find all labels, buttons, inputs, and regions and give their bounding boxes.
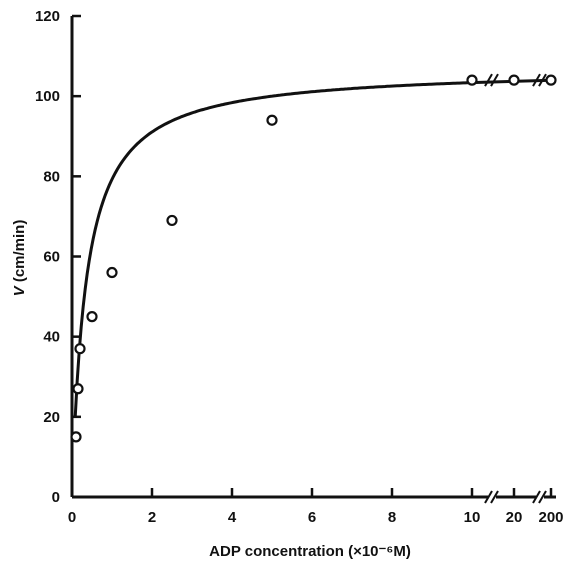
data-point <box>466 74 478 86</box>
x-tick-label: 10 <box>464 509 481 526</box>
y-tick-label: 80 <box>43 168 60 185</box>
x-axis-title: ADP concentration (×10⁻⁶M) <box>209 543 411 560</box>
fitted-curve <box>73 78 557 418</box>
y-axis-title: V (cm/min) <box>11 220 28 297</box>
data-point <box>266 114 278 126</box>
x-axis-break-mark-2 <box>532 490 541 504</box>
x-axis-break-mark-1 <box>490 490 499 504</box>
data-point <box>508 74 520 86</box>
data-point <box>74 343 86 355</box>
axes <box>70 16 556 504</box>
x-tick-label: 20 <box>506 509 523 526</box>
y-tick-label: 40 <box>43 329 60 346</box>
x-tick-label: 0 <box>68 509 76 526</box>
x-axis-break-mark-2 <box>538 490 547 504</box>
data-point <box>70 431 82 443</box>
x-tick-label: 6 <box>308 509 316 526</box>
fitted-curve-layer <box>73 78 557 418</box>
y-axis-variable: V <box>11 284 28 296</box>
data-points-layer <box>70 74 557 443</box>
x-tick-label: 2 <box>148 509 156 526</box>
y-tick-label: 120 <box>35 8 60 25</box>
x-axis-break-mark-1 <box>484 490 493 504</box>
x-tick-label: 4 <box>228 509 237 526</box>
data-point <box>86 311 98 323</box>
y-tick-label: 0 <box>52 489 60 506</box>
y-tick-label: 100 <box>35 88 60 105</box>
data-point <box>166 214 178 227</box>
y-tick-label: 60 <box>43 249 60 266</box>
data-point <box>72 383 84 395</box>
y-axis-unit: (cm/min) <box>11 220 28 287</box>
curve-break-mark-1 <box>490 73 499 87</box>
x-tick-label: 200 <box>538 509 563 526</box>
x-tick-label: 8 <box>388 509 396 526</box>
ticks: 0 20 40 60 80 100 120 0 2 4 6 8 10 20 200 <box>35 8 564 526</box>
data-point <box>106 266 118 279</box>
data-point <box>545 74 557 86</box>
curve-break-mark-1 <box>484 73 493 87</box>
y-tick-label: 20 <box>43 409 60 426</box>
